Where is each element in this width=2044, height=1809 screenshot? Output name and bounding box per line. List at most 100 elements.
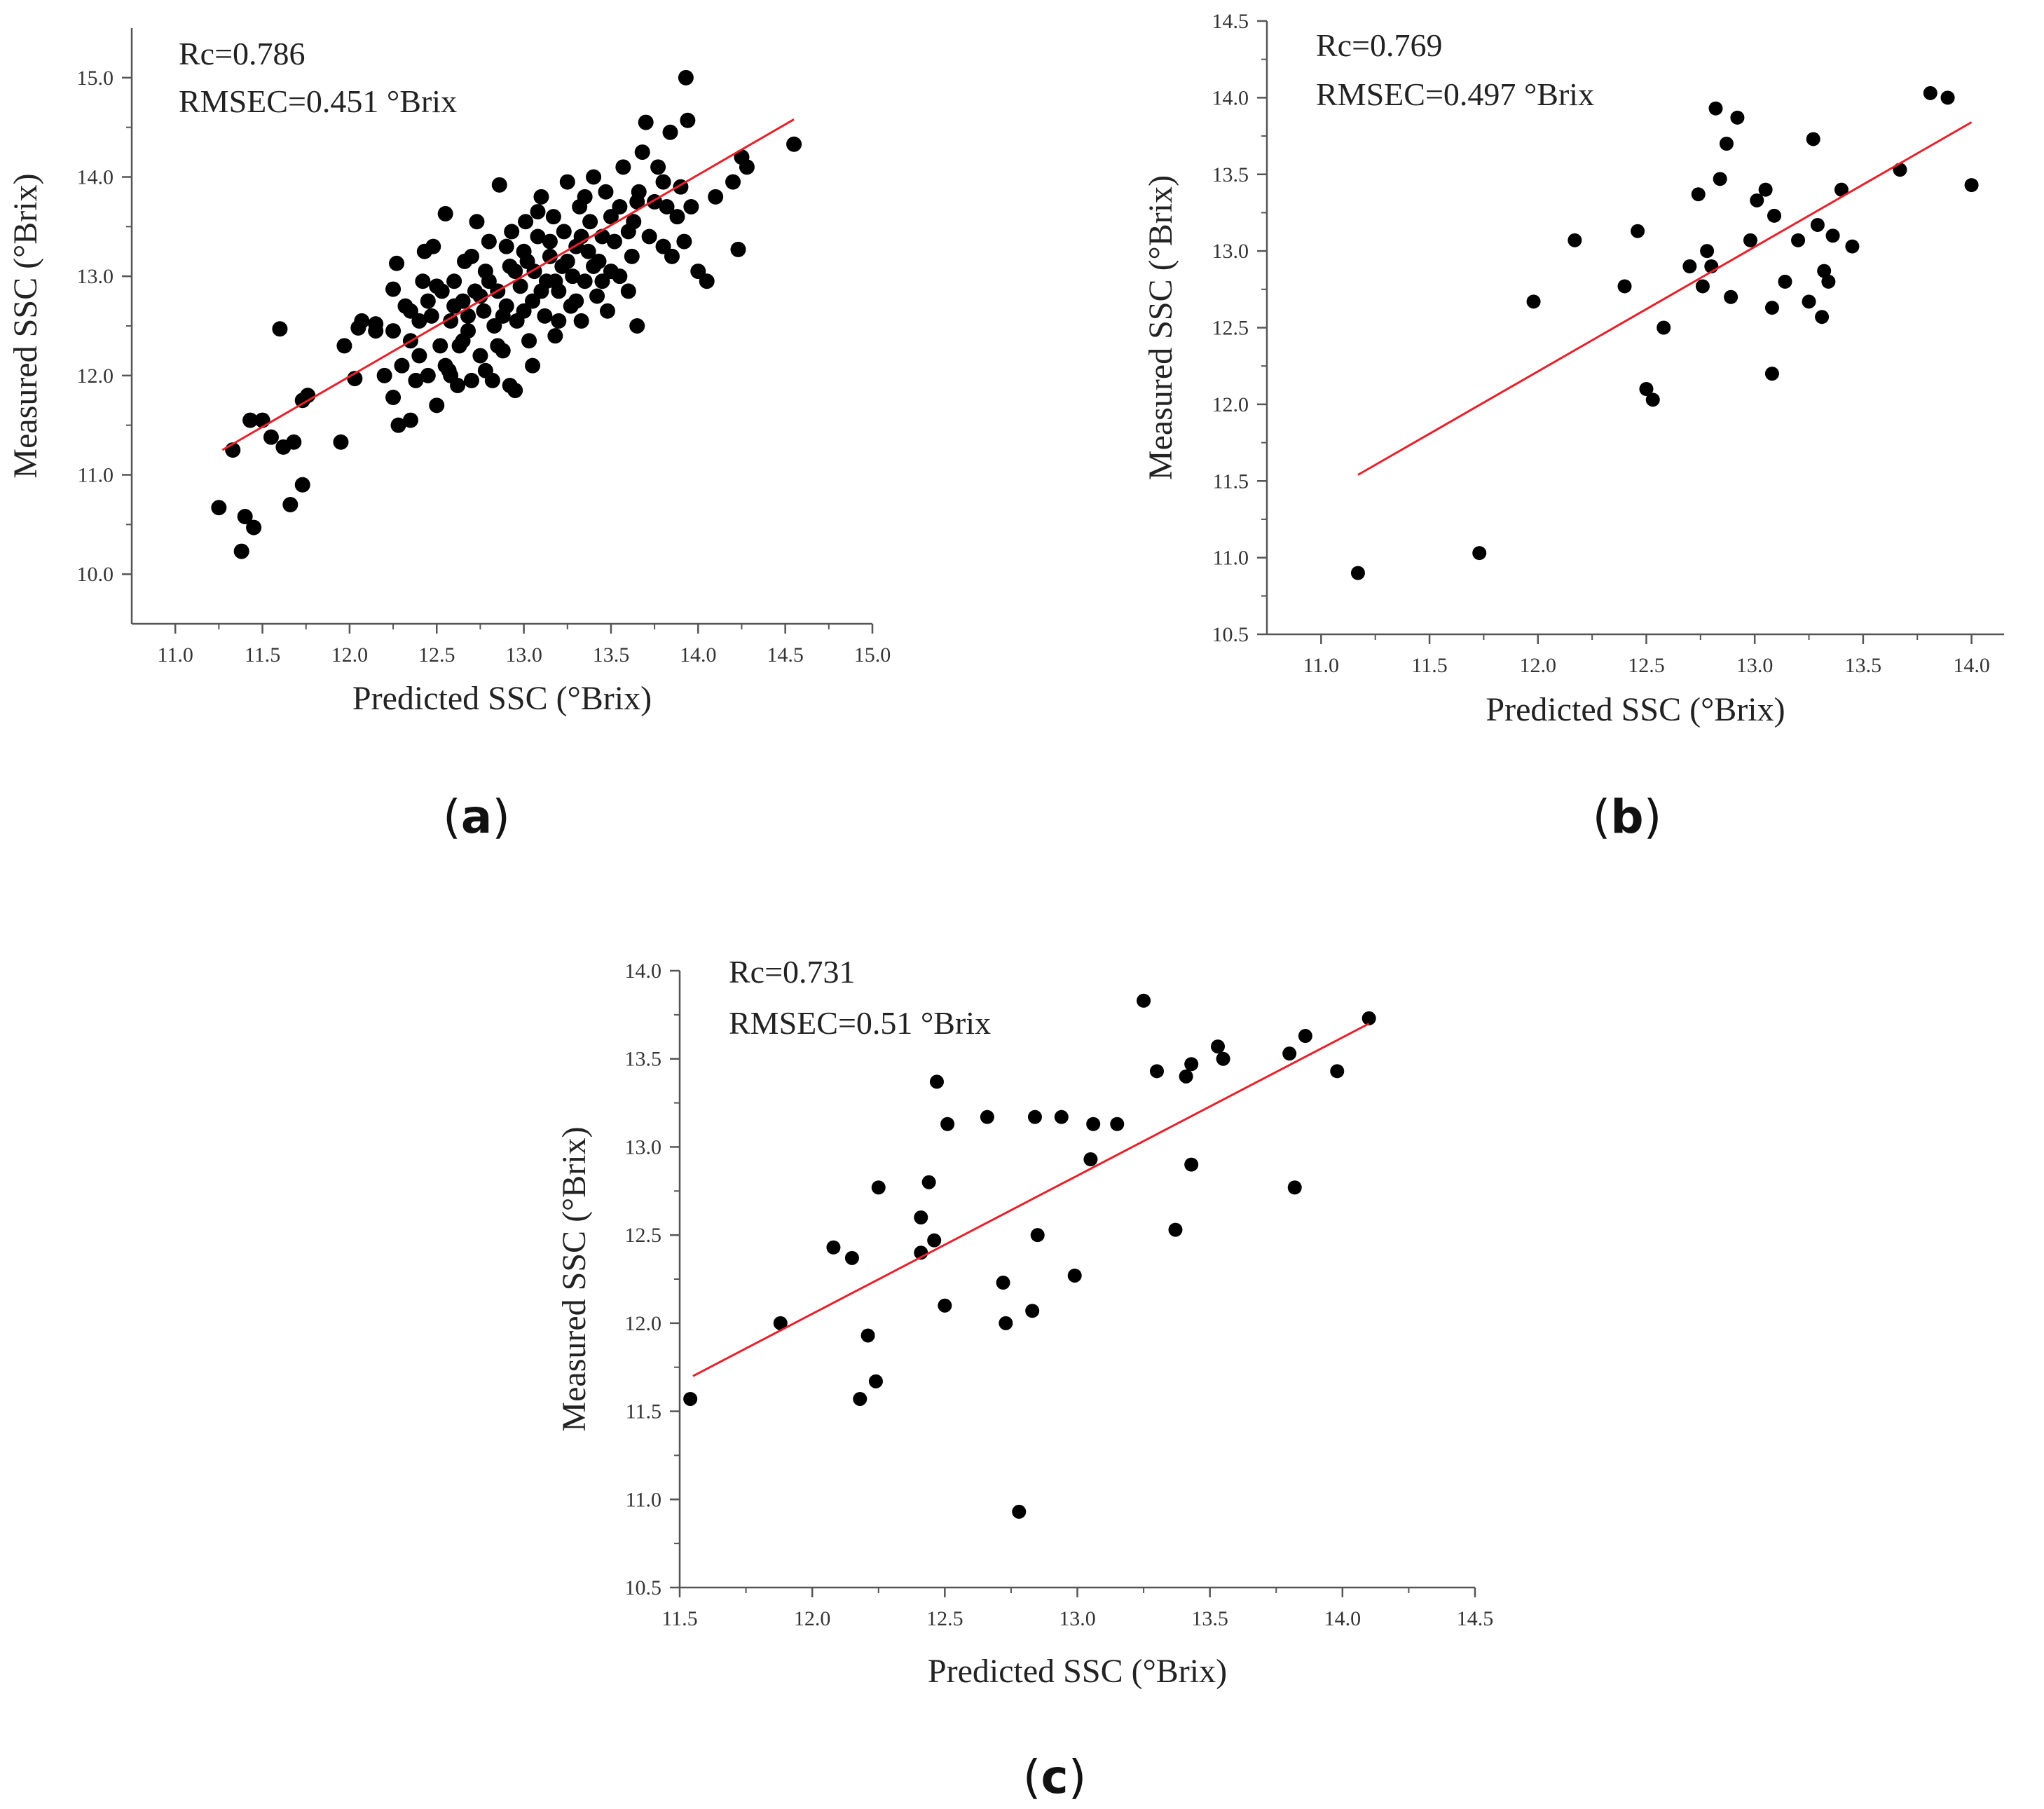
panel-b-x-tick-label: 14.0 xyxy=(1953,654,1990,677)
panel-b-y-tick-label: 12.0 xyxy=(1212,393,1249,416)
panel-c-data-point xyxy=(1298,1029,1312,1044)
panel-b-data-point xyxy=(1695,279,1710,294)
panel-a-data-point xyxy=(481,273,497,289)
panel-a-data-point xyxy=(504,224,520,240)
panel-b-stat-rc: Rc=0.769 xyxy=(1316,27,1443,63)
panel-a-data-point xyxy=(286,434,302,450)
panel-b-y-tick-label: 10.5 xyxy=(1212,623,1249,646)
panel-c-x-axis-title: Predicted SSC (°Brix) xyxy=(928,1653,1227,1690)
panel-c-y-axis-title: Measured SSC (°Brix) xyxy=(556,1126,593,1431)
panel-a-data-point xyxy=(242,412,259,428)
panel-b-data-point xyxy=(1764,301,1779,315)
panel-a-data-point xyxy=(516,303,532,319)
panel-a-stat-rmsec: RMSEC=0.451 °Brix xyxy=(179,83,457,119)
panel-a-data-point xyxy=(577,189,593,205)
panel-c: Rc=0.731 RMSEC=0.51 °Brix 10.5 11.0 11.5 12… xyxy=(556,954,1493,1804)
panel-a-stat-rc: Rc=0.786 xyxy=(179,36,306,71)
panel-a-data-point xyxy=(739,159,755,175)
panel-b-x-tick-label: 13.5 xyxy=(1845,654,1882,677)
panel-b-data-point xyxy=(1526,294,1541,309)
panel-a-data-point xyxy=(455,333,471,349)
panel-b-data-point xyxy=(1639,382,1654,396)
panel-a-data-point xyxy=(559,174,575,190)
panel-a-data-point xyxy=(246,519,262,535)
panel-c-data-point xyxy=(871,1180,886,1195)
panel-a-data-point xyxy=(690,264,706,280)
panel-a-x-tick-label: 12.5 xyxy=(418,643,455,667)
panel-a-data-point xyxy=(551,313,567,329)
panel-a-data-point xyxy=(662,124,678,140)
panel-a-y-axis-title: Measured SSC (°Brix) xyxy=(7,173,44,478)
panel-a-data-point xyxy=(786,136,802,152)
panel-a-data-point xyxy=(415,273,431,289)
panel-c-y-tick-label: 14.0 xyxy=(625,960,662,983)
panel-a-data-point xyxy=(586,259,602,274)
panel-b-data-point xyxy=(1764,367,1779,381)
panel-a-data-point xyxy=(730,241,746,257)
panel-c-data-point xyxy=(868,1374,883,1388)
panel-c-data-point xyxy=(1027,1110,1042,1124)
panel-a-data-point xyxy=(463,248,479,264)
panel-c-data-point xyxy=(683,1391,698,1406)
panel-b-data-point xyxy=(1691,187,1706,202)
panel-a-data-point xyxy=(678,69,694,86)
panel-a-data-point xyxy=(589,288,605,304)
panel-b-data-point xyxy=(1631,224,1645,238)
panel-a-data-point xyxy=(655,238,671,254)
panel-a-data-point xyxy=(615,159,631,175)
panel-c-x-tick-label: 13.5 xyxy=(1191,1607,1228,1630)
panel-a-data-point xyxy=(233,543,249,559)
panel-b-y-tick-label: 14.5 xyxy=(1212,10,1249,33)
panel-a-data-point xyxy=(389,255,405,271)
panel-a-data-point xyxy=(385,281,402,297)
panel-c-data-point xyxy=(1137,993,1151,1008)
panel-a-data-point xyxy=(582,214,598,230)
panel-c-x-tick-label: 14.0 xyxy=(1324,1607,1361,1630)
panel-a-data-point xyxy=(655,174,671,190)
panel-a-data-point xyxy=(420,367,436,383)
panel-c-data-point xyxy=(980,1110,994,1124)
panel-a-data-point xyxy=(620,224,636,240)
panel-b-data-point xyxy=(1821,274,1836,289)
panel-a-data-point xyxy=(573,313,589,329)
panel-b-data-point xyxy=(1940,90,1955,105)
panel-a-data-point xyxy=(385,323,402,339)
panel-b-data-point xyxy=(1700,244,1715,259)
panel-a-data-point xyxy=(612,199,628,214)
panel-a-data-point xyxy=(580,243,596,259)
panel-a-data-point xyxy=(547,328,563,344)
panel-a-data-point xyxy=(282,497,299,512)
panel-a-data-point xyxy=(641,228,657,245)
panel-a-data-point xyxy=(669,209,685,225)
panel-b-data-point xyxy=(1825,228,1840,243)
panel-a-data-point xyxy=(650,159,666,175)
panel-a-data-point xyxy=(495,308,511,324)
panel-a-data-point xyxy=(547,273,563,289)
panel-a-y-tick-label: 11.0 xyxy=(78,464,114,487)
panel-a-data-point xyxy=(263,429,279,445)
panel-c-data-point xyxy=(1083,1152,1098,1167)
panel-c-x-tick-label: 11.5 xyxy=(661,1607,697,1630)
panel-c-data-point xyxy=(914,1210,928,1224)
panel-a-x-tick-label: 13.5 xyxy=(593,643,630,667)
panel-b-y-tick-label: 11.5 xyxy=(1213,470,1249,493)
panel-a-y-tick-label: 15.0 xyxy=(77,67,114,90)
panel-a-data-point xyxy=(586,169,602,185)
panel-b-data-point xyxy=(1893,163,1907,177)
panel-b-data-point xyxy=(1724,289,1738,304)
panel-c-data-point xyxy=(844,1250,859,1265)
panel-a-data-point xyxy=(556,224,572,240)
panel-a-y-tick-label: 12.0 xyxy=(77,364,114,388)
panel-c-data-point xyxy=(938,1298,952,1313)
panel-a-data-point xyxy=(411,348,427,364)
panel-a-data-point xyxy=(559,253,575,269)
panel-c-y-tick-label: 12.5 xyxy=(625,1224,662,1247)
panel-b-data-point xyxy=(1750,193,1764,207)
panel-b-data-point xyxy=(1778,274,1792,289)
panel-a-data-point xyxy=(368,316,384,332)
panel-c-x-tick-label: 12.5 xyxy=(926,1607,963,1630)
panel-c-data-point xyxy=(999,1316,1013,1330)
panel-a-data-point xyxy=(394,357,410,374)
